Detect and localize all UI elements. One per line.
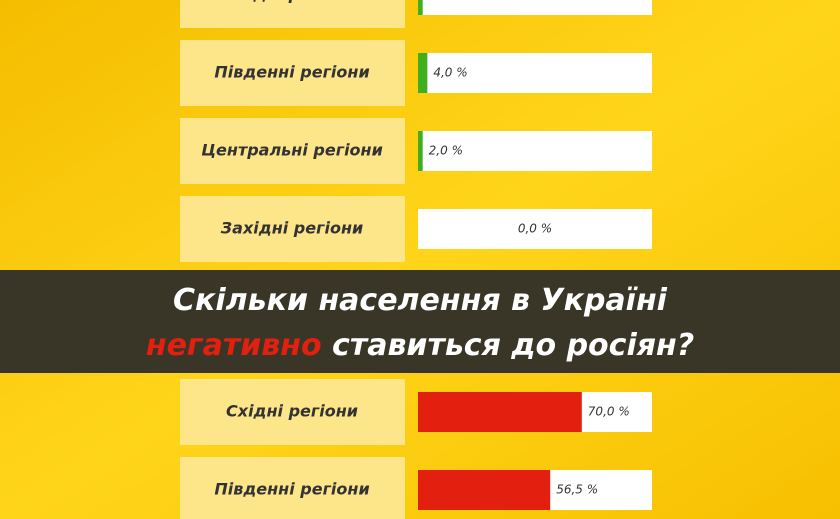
value-label: 2,0 %	[429, 144, 463, 158]
bar-track	[418, 53, 652, 93]
category-label: Західні регіони	[220, 219, 363, 238]
banner-line1: Скільки населення в Україні	[173, 283, 668, 318]
bar	[418, 392, 582, 432]
value-label: 0,0 %	[518, 222, 552, 236]
banner-line2: негативно ставиться до росіян?	[146, 328, 694, 363]
bar-track	[418, 0, 652, 15]
value-label: 4,0 %	[433, 66, 467, 80]
rows: Східні регіони Південні регіони 4,0 % Центр…	[180, 0, 652, 519]
bar-track	[418, 209, 652, 249]
label-box	[180, 118, 405, 184]
banner	[0, 270, 840, 373]
label-box	[180, 40, 405, 106]
banner-highlight: негативно	[146, 328, 322, 363]
label-box	[180, 457, 405, 519]
value-label: 70,0 %	[588, 405, 630, 419]
label-box	[180, 196, 405, 262]
category-label: Центральні регіони	[201, 141, 383, 160]
bar	[418, 131, 423, 171]
category-label: Східні регіони	[226, 0, 358, 4]
bar	[418, 53, 428, 93]
category-label: Східні регіони	[226, 402, 358, 421]
banner-rest: ставиться до росіян?	[332, 328, 694, 363]
label-box	[180, 379, 405, 445]
value-label: 56,5 %	[556, 483, 598, 497]
bar	[418, 0, 423, 15]
label-box	[180, 0, 405, 28]
bar	[418, 470, 551, 510]
category-label: Південні регіони	[214, 480, 369, 499]
category-label: Південні регіони	[214, 63, 369, 82]
bar-track	[418, 131, 652, 171]
